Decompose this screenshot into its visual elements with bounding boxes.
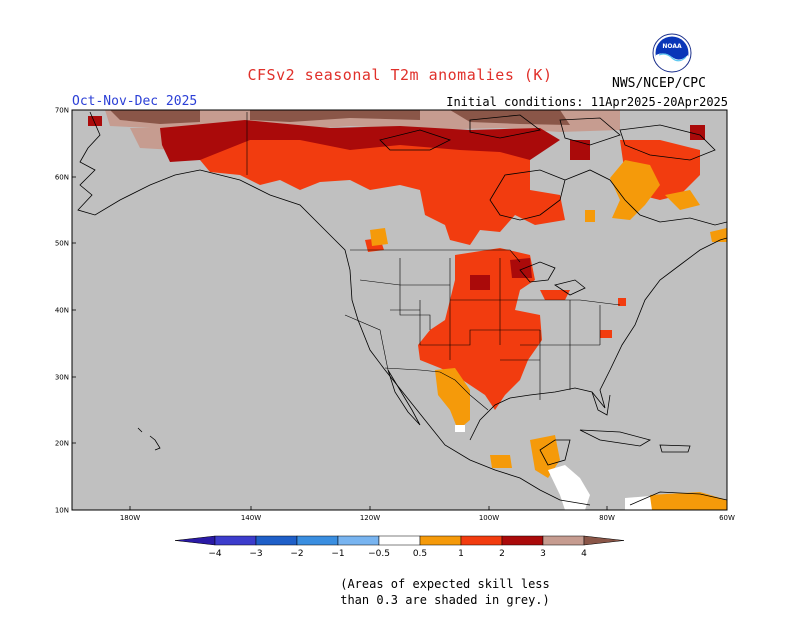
lat-label: 40N (55, 307, 69, 315)
legend-tick-label: −0.5 (368, 549, 390, 559)
legend-tick-label: 4 (581, 549, 587, 559)
legend-swatch (542, 535, 585, 546)
legend-arrow-left (174, 535, 216, 546)
legend-swatch (296, 535, 339, 546)
latitude-axis: 70N 60N 50N 40N 30N 20N 10N (55, 107, 76, 515)
svg-text:NOAA: NOAA (662, 43, 682, 50)
lat-label: 30N (55, 374, 69, 382)
legend-tick-label: −2 (290, 549, 303, 559)
anomaly-region-white (455, 425, 652, 510)
lon-label: 140W (241, 514, 261, 522)
legend-tick-label: 1 (458, 549, 464, 559)
skill-note: (Areas of expected skill less than 0.3 a… (340, 577, 550, 607)
noaa-logo: NOAA (652, 33, 692, 73)
map-title: CFSv2 seasonal T2m anomalies (K) (247, 66, 553, 84)
coastlines (77, 111, 727, 506)
lon-label: 100W (479, 514, 499, 522)
legend-swatch (501, 535, 544, 546)
legend-tick-labels: −4 −3 −2 −1 −0.5 0.5 1 2 3 4 (208, 549, 587, 559)
legend-swatch (337, 535, 380, 546)
lat-label: 70N (55, 107, 69, 115)
lon-label: 60W (719, 514, 735, 522)
legend-swatch (419, 535, 462, 546)
lon-label: 180W (120, 514, 140, 522)
initial-conditions: Initial conditions: 11Apr2025-20Apr2025 (446, 95, 728, 109)
legend-colorbar (174, 535, 625, 546)
legend-tick-label: −4 (208, 549, 222, 559)
political-borders (246, 112, 621, 411)
legend-swatch (214, 535, 257, 546)
legend-swatch (460, 535, 503, 546)
lat-label: 60N (55, 174, 69, 182)
agency-label: NWS/NCEP/CPC (612, 76, 706, 91)
legend-tick-label: 2 (499, 549, 505, 559)
legend-swatch (378, 535, 421, 546)
lon-label: 80W (599, 514, 615, 522)
legend-tick-label: −3 (249, 549, 262, 559)
lon-label: 120W (360, 514, 380, 522)
anomaly-region-orange (370, 160, 727, 510)
legend-arrow-right (583, 535, 625, 546)
lat-label: 10N (55, 507, 69, 515)
legend-tick-label: 0.5 (413, 549, 427, 559)
lat-label: 50N (55, 240, 69, 248)
anomaly-spots-dark-red (470, 258, 532, 290)
legend-swatch (255, 535, 298, 546)
longitude-axis: 180W 140W 120W 100W 80W 60W (120, 506, 735, 522)
forecast-period: Oct-Nov-Dec 2025 (72, 94, 198, 109)
legend-tick-label: −1 (331, 549, 344, 559)
lat-label: 20N (55, 440, 69, 448)
legend-tick-label: 3 (540, 549, 546, 559)
